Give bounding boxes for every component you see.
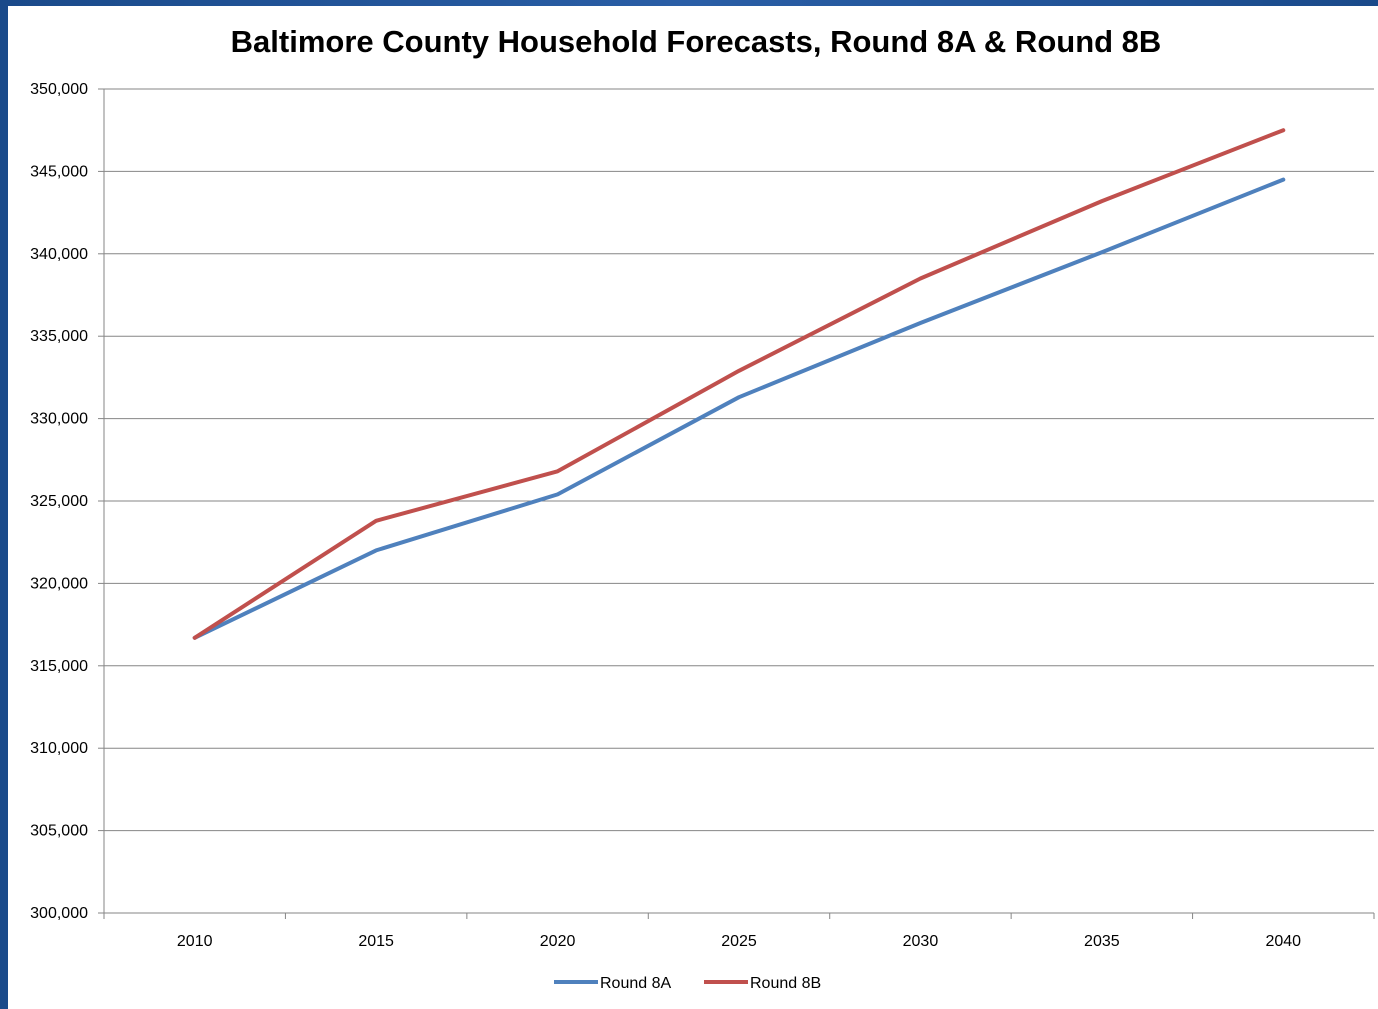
y-tick-label: 300,000 — [30, 905, 88, 922]
y-tick-label: 325,000 — [30, 493, 88, 510]
legend-label: Round 8B — [750, 975, 821, 992]
chart-area: Baltimore County Household Forecasts, Ro… — [8, 6, 1378, 1009]
y-tick-label: 350,000 — [30, 81, 88, 98]
legend-label: Round 8A — [600, 975, 671, 992]
x-tick-label: 2025 — [721, 933, 757, 950]
series-line-2 — [192, 128, 1286, 640]
y-tick-label: 320,000 — [30, 575, 88, 592]
x-tick-label: 2015 — [358, 933, 394, 950]
y-tick-label: 315,000 — [30, 658, 88, 675]
series-line-1 — [192, 177, 1286, 640]
x-tick-label: 2030 — [903, 933, 939, 950]
chart-title: Baltimore County Household Forecasts, Ro… — [230, 24, 1162, 59]
y-tick-label: 330,000 — [30, 411, 88, 428]
x-tick-label: 2035 — [1084, 933, 1120, 950]
y-tick-label: 345,000 — [30, 163, 88, 180]
x-tick-label: 2040 — [1265, 933, 1301, 950]
y-tick-label: 340,000 — [30, 246, 88, 263]
y-tick-label: 310,000 — [30, 740, 88, 757]
x-tick-label: 2010 — [177, 933, 213, 950]
x-tick-label: 2020 — [540, 933, 576, 950]
y-tick-label: 335,000 — [30, 328, 88, 345]
y-tick-label: 305,000 — [30, 823, 88, 840]
